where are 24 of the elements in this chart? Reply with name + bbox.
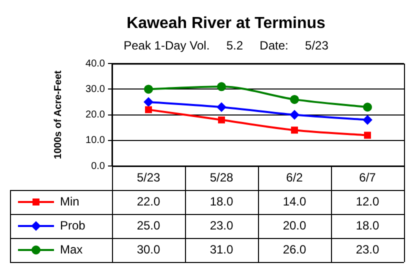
y-tick-label: 0.0 (91, 160, 106, 172)
point (217, 102, 226, 112)
y-tick-label: 40.0 (86, 58, 106, 70)
point (364, 132, 371, 139)
x-tick-label: 6/2 (286, 170, 304, 184)
y-axis-title: 1000s of Acre-Feet (52, 70, 64, 160)
x-tick-label: 5/23 (136, 170, 160, 184)
x-tick-label: 6/7 (359, 170, 376, 184)
point (217, 82, 226, 92)
point (363, 115, 372, 124)
point (144, 98, 153, 106)
point (290, 110, 299, 120)
y-tick-label: 30.0 (86, 84, 106, 95)
x-tick-label: 5/28 (210, 170, 234, 184)
point (218, 116, 225, 124)
point (144, 84, 153, 94)
chart-title: Kaweah River at Terminus (126, 15, 326, 32)
point (290, 94, 299, 104)
chart-subtitle: Peak 1-Day Vol. 5.2 Date: 5/23 (124, 38, 329, 53)
y-tick-label: 20.0 (86, 110, 106, 121)
point (363, 102, 372, 112)
y-tick-label: 10.0 (86, 135, 106, 146)
point (145, 106, 152, 114)
point (291, 126, 298, 134)
